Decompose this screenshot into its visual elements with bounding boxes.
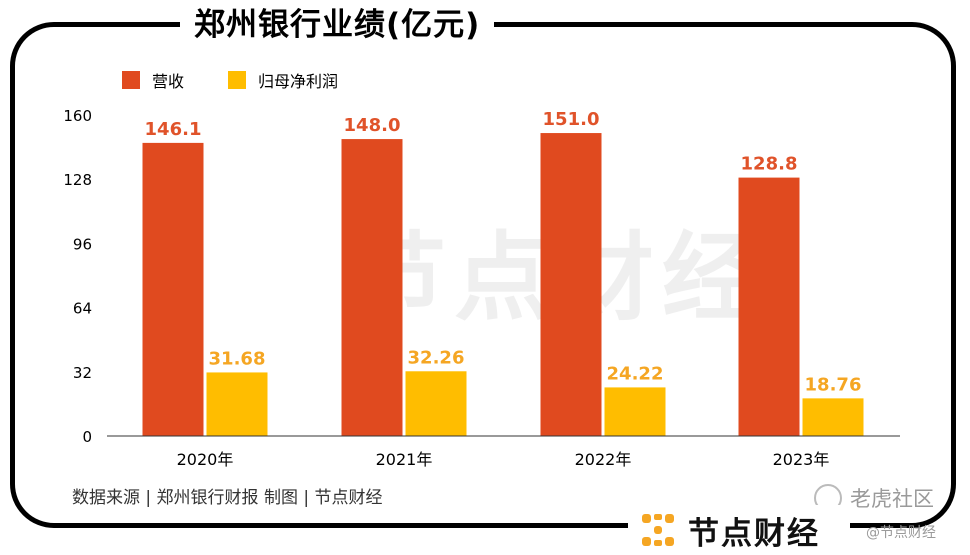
x-tick-label: 2022年 bbox=[575, 450, 632, 469]
data-label-revenue-0: 146.1 bbox=[145, 119, 202, 140]
x-tick-label: 2021年 bbox=[376, 450, 433, 469]
legend-label-revenue: 营收 bbox=[152, 72, 185, 91]
source-note: 数据来源 | 郑州银行财报 制图 | 节点财经 bbox=[72, 488, 383, 508]
legend: 营收 归母净利润 bbox=[122, 68, 382, 92]
small-watermark: @节点财经 bbox=[866, 525, 936, 541]
data-label-profit-1: 32.26 bbox=[408, 347, 465, 368]
bar-profit-1 bbox=[405, 371, 467, 436]
bar-profit-2 bbox=[604, 387, 666, 436]
brand-footer: 节点财经 bbox=[628, 505, 850, 555]
bar-profit-0 bbox=[206, 372, 268, 436]
data-label-revenue-1: 148.0 bbox=[344, 115, 401, 136]
y-tick-label: 0 bbox=[82, 428, 92, 446]
y-tick-label: 128 bbox=[63, 171, 92, 189]
data-label-profit-0: 31.68 bbox=[209, 348, 266, 369]
data-label-profit-2: 24.22 bbox=[607, 363, 664, 384]
tiger-watermark-text: 老虎社区 bbox=[850, 487, 934, 511]
bar-revenue-1 bbox=[341, 139, 403, 436]
y-tick-label: 64 bbox=[73, 300, 92, 318]
data-label-revenue-2: 151.0 bbox=[543, 109, 600, 130]
data-label-revenue-3: 128.8 bbox=[741, 154, 798, 175]
x-tick-label: 2020年 bbox=[177, 450, 234, 469]
chart-title: 郑州银行业绩(亿元) bbox=[180, 3, 495, 47]
bar-revenue-0 bbox=[142, 142, 204, 436]
legend-swatch-profit bbox=[228, 71, 247, 89]
y-tick-label: 32 bbox=[73, 364, 92, 382]
y-tick-label: 160 bbox=[63, 107, 92, 125]
legend-item-revenue: 营收 bbox=[122, 68, 184, 92]
tiger-watermark: 老虎社区 bbox=[814, 483, 934, 513]
y-tick-label: 96 bbox=[73, 235, 92, 253]
bar-profit-3 bbox=[802, 398, 864, 436]
bar-revenue-2 bbox=[540, 133, 602, 436]
bar-revenue-3 bbox=[738, 177, 800, 436]
legend-item-profit: 归母净利润 bbox=[228, 68, 338, 92]
brand-logo-icon bbox=[642, 514, 674, 546]
legend-label-profit: 归母净利润 bbox=[258, 72, 339, 91]
data-label-profit-3: 18.76 bbox=[805, 374, 862, 395]
brand-name: 节点财经 bbox=[688, 515, 820, 552]
x-tick-label: 2023年 bbox=[773, 450, 830, 469]
legend-swatch-revenue bbox=[122, 71, 140, 89]
